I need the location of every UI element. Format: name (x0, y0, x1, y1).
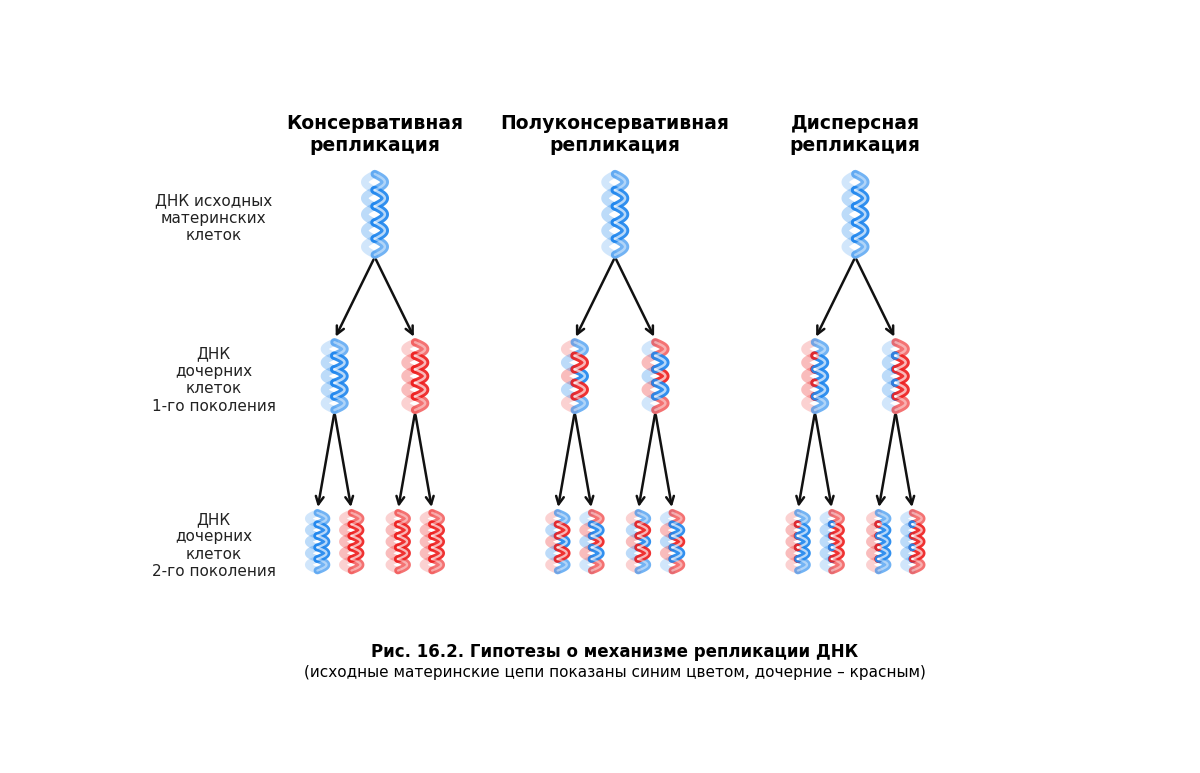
Text: ДНК
дочерних
клеток
2-го поколения: ДНК дочерних клеток 2-го поколения (151, 512, 276, 579)
Text: Рис. 16.2. Гипотезы о механизме репликации ДНК: Рис. 16.2. Гипотезы о механизме репликац… (371, 643, 859, 661)
Text: Полуконсервативная
репликация: Полуконсервативная репликация (500, 114, 730, 155)
Text: (исходные материнские цепи показаны синим цветом, дочерние – красным): (исходные материнские цепи показаны сини… (304, 665, 926, 680)
Text: ДНК
дочерних
клеток
1-го поколения: ДНК дочерних клеток 1-го поколения (151, 346, 276, 414)
Text: Дисперсная
репликация: Дисперсная репликация (790, 114, 920, 155)
Text: ДНК исходных
материнских
клеток: ДНК исходных материнских клеток (155, 193, 272, 243)
Text: Консервативная
репликация: Консервативная репликация (287, 114, 463, 155)
